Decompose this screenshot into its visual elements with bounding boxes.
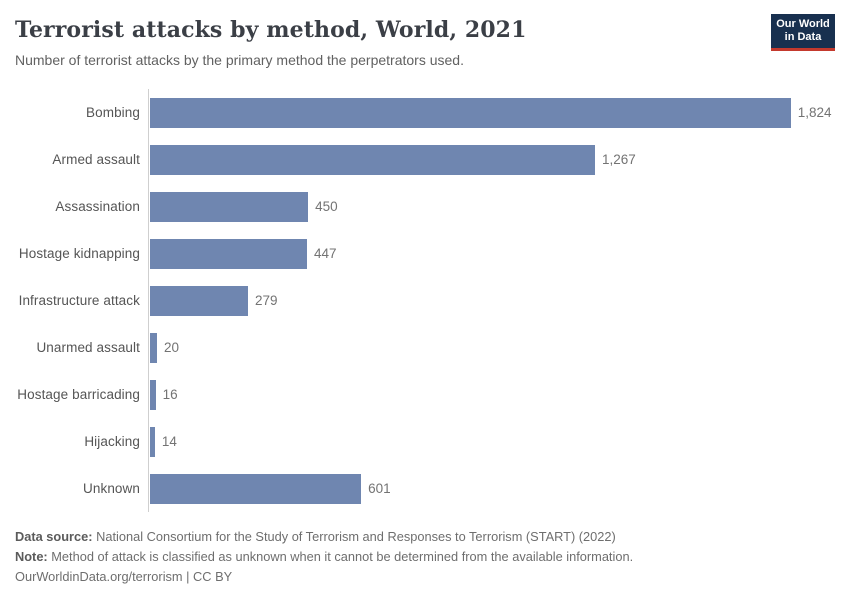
bar-cell: 279 <box>148 277 835 324</box>
chart-row: Armed assault 1,267 <box>15 136 835 183</box>
footer-source-line: Data source: National Consortium for the… <box>15 527 835 547</box>
chart-row: Assassination 450 <box>15 183 835 230</box>
category-label: Hostage kidnapping <box>18 246 140 261</box>
bar-cell: 1,824 <box>148 89 835 136</box>
data-source-label: Data source: <box>15 529 93 544</box>
chart-row: Hostage kidnapping 447 <box>15 230 835 277</box>
bar[interactable] <box>150 285 249 316</box>
header-text: Terrorist attacks by method, World, 2021… <box>15 14 526 69</box>
bar-cell: 20 <box>148 324 835 371</box>
value-label: 16 <box>162 387 178 402</box>
value-label: 450 <box>315 199 338 214</box>
footer: Data source: National Consortium for the… <box>15 527 835 587</box>
category-label: Unknown <box>83 481 140 496</box>
bar[interactable] <box>150 379 156 410</box>
category-label: Hostage barricading <box>17 387 140 402</box>
owid-logo-line2: in Data <box>784 31 822 43</box>
footer-note-line: Note: Method of attack is classified as … <box>15 547 835 567</box>
chart-row: Bombing 1,824 <box>15 89 835 136</box>
value-label: 601 <box>368 481 391 496</box>
value-label: 447 <box>314 246 337 261</box>
bar[interactable] <box>150 332 158 363</box>
bar-cell: 14 <box>148 418 835 465</box>
bar[interactable] <box>150 426 155 457</box>
bar[interactable] <box>150 191 309 222</box>
header: Terrorist attacks by method, World, 2021… <box>15 14 835 69</box>
owid-logo[interactable]: Our World in Data <box>771 14 835 51</box>
bar[interactable] <box>150 473 362 504</box>
chart-title: Terrorist attacks by method, World, 2021 <box>15 17 527 43</box>
chart-row: Unarmed assault 20 <box>15 324 835 371</box>
category-label: Armed assault <box>52 152 140 167</box>
bar[interactable] <box>150 144 596 175</box>
owid-logo-line1: Our World <box>776 18 830 30</box>
bar-chart: Bombing 1,824 Armed assault 1,267 Assass… <box>15 89 835 512</box>
category-label: Assassination <box>55 199 140 214</box>
footer-license-line: OurWorldinData.org/terrorism | CC BY <box>15 569 233 584</box>
note-label: Note: <box>15 549 48 564</box>
note-text: Method of attack is classified as unknow… <box>47 549 634 564</box>
bar-cell: 16 <box>148 371 835 418</box>
bar-cell: 601 <box>148 465 835 512</box>
bar[interactable] <box>150 97 791 128</box>
chart-row: Hijacking 14 <box>15 418 835 465</box>
category-label: Unarmed assault <box>36 340 140 355</box>
chart-row: Hostage barricading 16 <box>15 371 835 418</box>
chart-row: Infrastructure attack 279 <box>15 277 835 324</box>
bar-cell: 447 <box>148 230 835 277</box>
value-label: 20 <box>164 340 180 355</box>
chart-subtitle: Number of terrorist attacks by the prima… <box>15 52 464 68</box>
value-label: 279 <box>255 293 278 308</box>
category-label: Bombing <box>86 105 140 120</box>
category-label: Hijacking <box>84 434 140 449</box>
data-source-text: National Consortium for the Study of Ter… <box>92 529 616 544</box>
value-label: 14 <box>161 434 177 449</box>
value-label: 1,824 <box>797 105 832 120</box>
chart-row: Unknown 601 <box>15 465 835 512</box>
value-label: 1,267 <box>602 152 636 167</box>
bar-cell: 450 <box>148 183 835 230</box>
bar[interactable] <box>150 238 307 269</box>
category-label: Infrastructure attack <box>18 293 140 308</box>
bar-cell: 1,267 <box>148 136 835 183</box>
